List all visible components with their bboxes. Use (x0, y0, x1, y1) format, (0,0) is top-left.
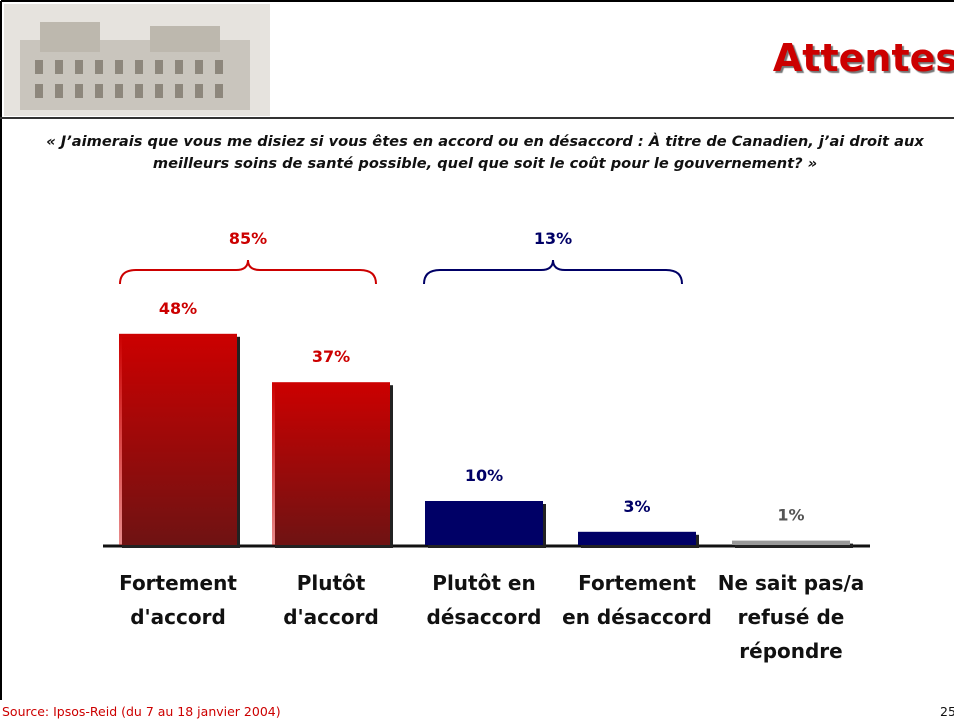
value-label: 3% (623, 497, 650, 516)
group-label: 13% (534, 229, 572, 248)
question: « J’aimerais que vous me disiez si vous … (18, 131, 952, 175)
source: Source: Ipsos-Reid (du 7 au 18 janvier 2… (2, 704, 281, 719)
category-label: Fortement en désaccord (562, 566, 712, 634)
category-label: Plutôt d'accord (256, 566, 406, 634)
bar (119, 334, 237, 545)
bar (272, 382, 390, 545)
bar (732, 541, 850, 545)
value-label: 37% (312, 347, 350, 366)
bar (425, 501, 543, 545)
value-label: 48% (159, 299, 197, 318)
category-label: Plutôt en désaccord (409, 566, 559, 634)
value-label: 1% (777, 506, 804, 525)
category-label: Fortement d'accord (103, 566, 253, 634)
slide-title: Attentes (773, 36, 954, 80)
slide: 48% 37% 10% 3% 1% 85% 13% Attentes « J’aimerai… (0, 0, 954, 722)
group-brace (424, 260, 682, 284)
group-brace (120, 260, 376, 284)
value-label: 10% (465, 466, 503, 485)
category-label: Ne sait pas/a refusé de répondre (716, 566, 866, 668)
header-image (4, 4, 270, 116)
page-number: 25 (940, 704, 954, 719)
group-label: 85% (229, 229, 267, 248)
bar (578, 532, 696, 545)
